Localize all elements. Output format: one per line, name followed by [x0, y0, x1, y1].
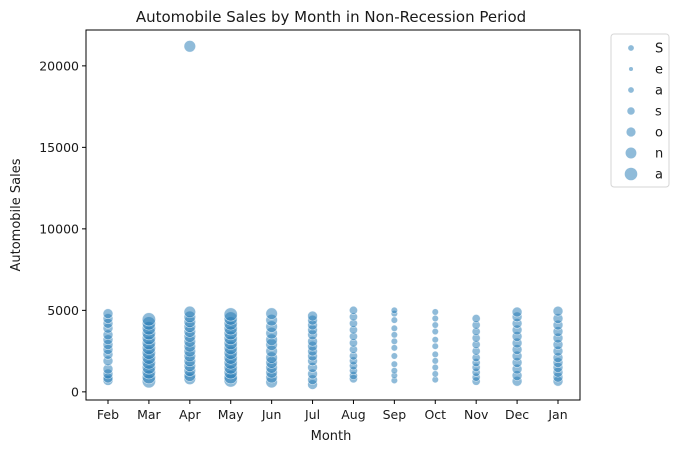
legend-label: a	[655, 84, 663, 99]
data-point	[390, 331, 398, 339]
data-point	[431, 350, 439, 358]
data-point	[471, 314, 481, 323]
plot-marks	[102, 40, 564, 390]
legend-label: a	[655, 168, 663, 183]
x-tick-label: Aug	[341, 407, 365, 422]
x-tick-label: Apr	[179, 407, 201, 422]
legend-label: e	[655, 63, 663, 78]
data-point	[390, 352, 398, 360]
data-point	[431, 357, 439, 365]
data-point	[431, 342, 439, 350]
legend-marker	[628, 66, 634, 72]
legend-marker	[628, 87, 634, 93]
legend-marker	[626, 127, 636, 137]
data-point	[390, 337, 398, 345]
x-tick-label: May	[218, 407, 244, 422]
data-point	[431, 336, 439, 344]
legend-marker	[628, 45, 634, 51]
legend-box	[610, 33, 670, 188]
x-tick-label: Jul	[304, 407, 320, 422]
x-axis: Feb Mar Apr May Jun Jul Aug Sep Oct Nov Dec Jan	[97, 400, 568, 422]
data-point	[390, 344, 398, 352]
y-tick-label: 0	[71, 384, 79, 399]
data-point	[390, 306, 398, 314]
x-tick-label: Nov	[464, 407, 489, 422]
data-point	[431, 370, 439, 378]
data-point	[349, 305, 358, 315]
y-tick-label: 10000	[39, 221, 79, 236]
legend-marker	[624, 167, 638, 181]
chart-title: Automobile Sales by Month in Non-Recessi…	[136, 8, 526, 26]
plot-frame	[85, 29, 581, 401]
data-point	[390, 367, 398, 375]
x-tick-label: Dec	[505, 407, 529, 422]
data-point	[102, 308, 114, 319]
data-point	[431, 321, 439, 329]
x-tick-label: Jan	[547, 407, 567, 422]
data-point	[390, 316, 398, 324]
data-point	[511, 306, 523, 318]
data-point	[183, 40, 196, 53]
y-axis: 0 5000 10000 15000 20000	[39, 58, 86, 399]
x-tick-label: Feb	[97, 407, 119, 422]
x-tick-label: Oct	[424, 407, 446, 422]
data-point	[390, 324, 398, 332]
data-point	[431, 327, 439, 336]
data-point	[265, 307, 278, 320]
y-axis-title: Automobile Sales	[9, 158, 24, 271]
legend-marker	[625, 147, 637, 159]
legend-label: o	[655, 126, 663, 141]
legend-marker	[627, 107, 635, 115]
x-axis-title: Month	[311, 429, 352, 444]
legend-label: S	[655, 42, 663, 57]
legend-label: s	[655, 105, 662, 120]
y-tick-label: 20000	[39, 58, 79, 73]
x-tick-label: Sep	[383, 407, 407, 422]
data-point	[183, 305, 196, 319]
data-point	[141, 312, 156, 327]
data-point	[431, 314, 439, 323]
data-point	[552, 305, 564, 317]
legend-label: n	[655, 147, 663, 162]
x-tick-label: Mar	[137, 407, 161, 422]
data-point	[223, 307, 238, 322]
data-point	[307, 310, 318, 322]
data-point	[390, 360, 398, 368]
y-tick-label: 5000	[47, 303, 79, 318]
data-point	[431, 308, 439, 316]
y-tick-label: 15000	[39, 140, 79, 155]
data-point	[431, 363, 439, 371]
x-tick-label: Jun	[261, 407, 282, 422]
